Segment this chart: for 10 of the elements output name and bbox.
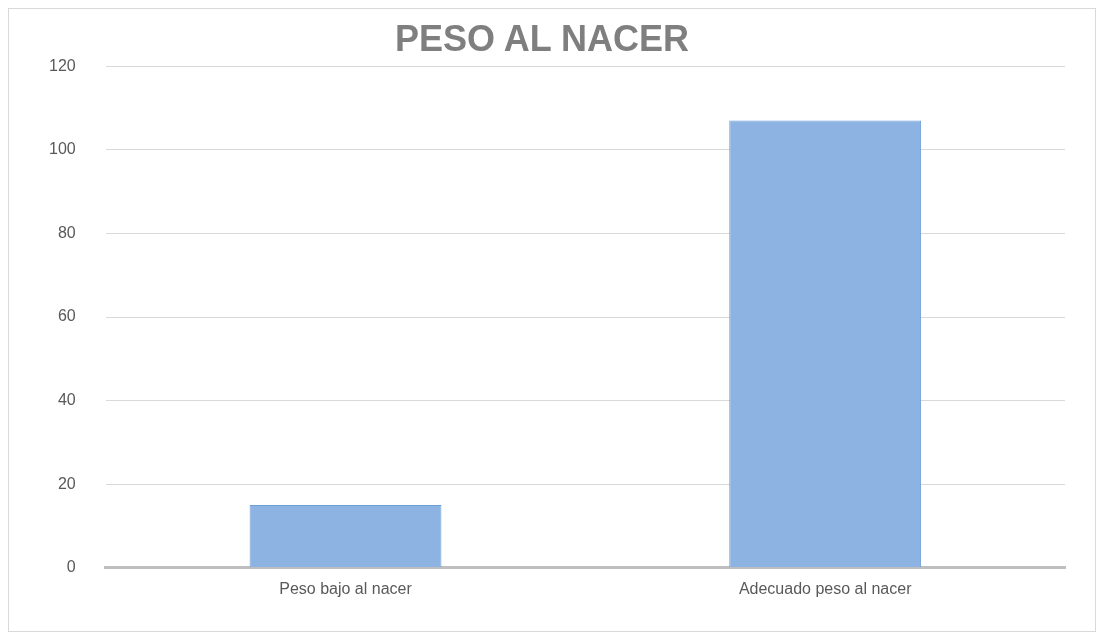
y-tick-label: 100 bbox=[48, 140, 76, 158]
y-tick-label: 120 bbox=[48, 56, 76, 74]
y-tick-label: 0 bbox=[66, 558, 76, 576]
chart-title: PESO AL NACER bbox=[394, 17, 690, 59]
y-tick-label: 40 bbox=[57, 391, 76, 409]
y-tick-label: 60 bbox=[57, 307, 76, 325]
y-tick-label: 80 bbox=[57, 223, 76, 241]
x-tick-label: Adecuado peso al nacer bbox=[738, 579, 913, 597]
y-tick-label: 20 bbox=[57, 474, 76, 492]
x-tick-label: Peso bajo al nacer bbox=[279, 579, 413, 597]
